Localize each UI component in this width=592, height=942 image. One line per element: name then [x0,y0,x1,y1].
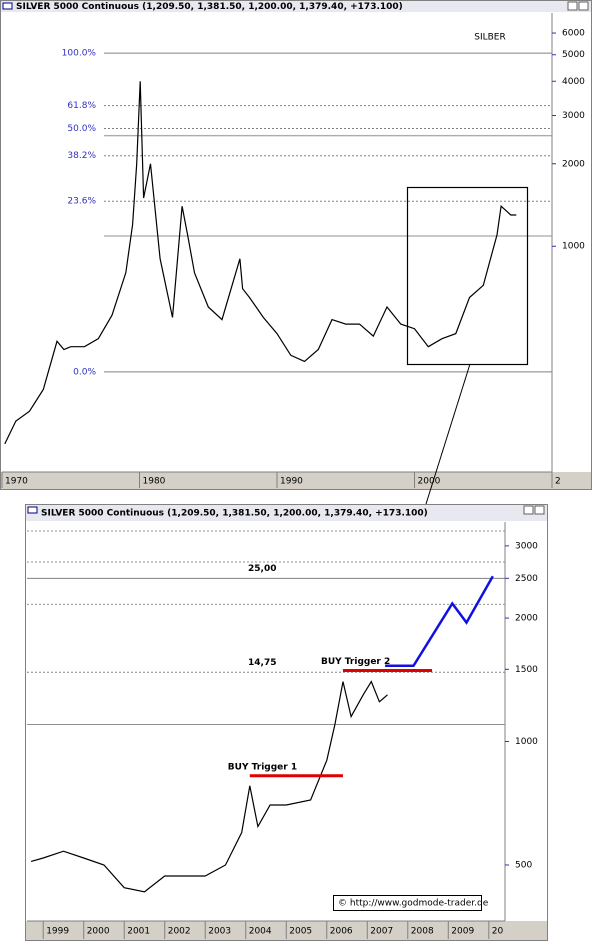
window-icon [27,506,38,514]
level-label: 25,00 [248,564,276,574]
level-label: 50.0% [67,124,96,134]
x-tick-label: 1980 [143,477,166,487]
window-button [534,505,545,515]
window-button [578,1,589,11]
x-tick-label: 2003 [208,927,231,937]
y-tick-label: 5000 [562,50,585,60]
x-tick-label: 2007 [370,927,393,937]
x-tick-label: 2000 [418,477,441,487]
source-label: © http://www.godmode-trader.de [338,899,489,909]
x-tick-label: 2004 [249,927,272,937]
y-tick-label: 1000 [515,737,538,747]
level-label: 61.8% [67,101,96,111]
level-label: 23.6% [67,197,96,207]
level-label: 100.0% [62,49,97,59]
title-bar [26,505,547,521]
x-tick-label: 1999 [46,927,69,937]
y-tick-label: 2500 [515,574,538,584]
window-title: SILVER 5000 Continuous (1,209.50, 1,381.… [16,2,403,12]
price-line [385,575,494,668]
window-frame [25,504,548,941]
x-tick-label: 1970 [5,477,28,487]
window-frame [0,0,592,490]
price-line [30,680,388,893]
y-tick-label: 1000 [562,242,585,252]
x-tick-label: 2006 [330,927,353,937]
x-tick-label: 2000 [87,927,110,937]
level-label: 14,75 [248,658,276,668]
price-line [4,81,517,445]
connector [425,363,471,505]
window-button [567,1,578,11]
y-tick-label: 2000 [515,614,538,624]
title-bar [1,1,591,12]
window-title: SILVER 5000 Continuous (1,209.50, 1,381.… [41,509,428,519]
level-label: 0.0% [73,367,96,377]
y-tick-label: 1500 [515,665,538,675]
trigger-label: BUY Trigger 1 [228,762,297,772]
x-tick-label: 1990 [280,477,303,487]
y-tick-label: 3000 [562,111,585,121]
source-box [333,895,482,911]
x-tick-label: 2002 [168,927,191,937]
window-icon [2,2,13,10]
y-tick-label: 3000 [515,541,538,551]
level-label: 38.2% [67,151,96,161]
x-tick-label: 2001 [127,927,150,937]
y-tick-label: 2000 [562,159,585,169]
zoom-box [406,186,529,366]
x-tick-label: 2 [555,477,561,487]
x-tick-label: 20 [492,927,504,937]
window-button [523,505,534,515]
x-tick-label: 2009 [451,927,474,937]
y-tick-label: 500 [515,860,532,870]
chart-title: SILBER [474,33,506,43]
x-axis-strip [1,472,591,489]
y-tick-label: 6000 [562,29,585,39]
y-tick-label: 4000 [562,77,585,87]
x-tick-label: 2008 [411,927,434,937]
x-tick-label: 2005 [289,927,312,937]
trigger-label: BUY Trigger 2 [321,657,390,667]
